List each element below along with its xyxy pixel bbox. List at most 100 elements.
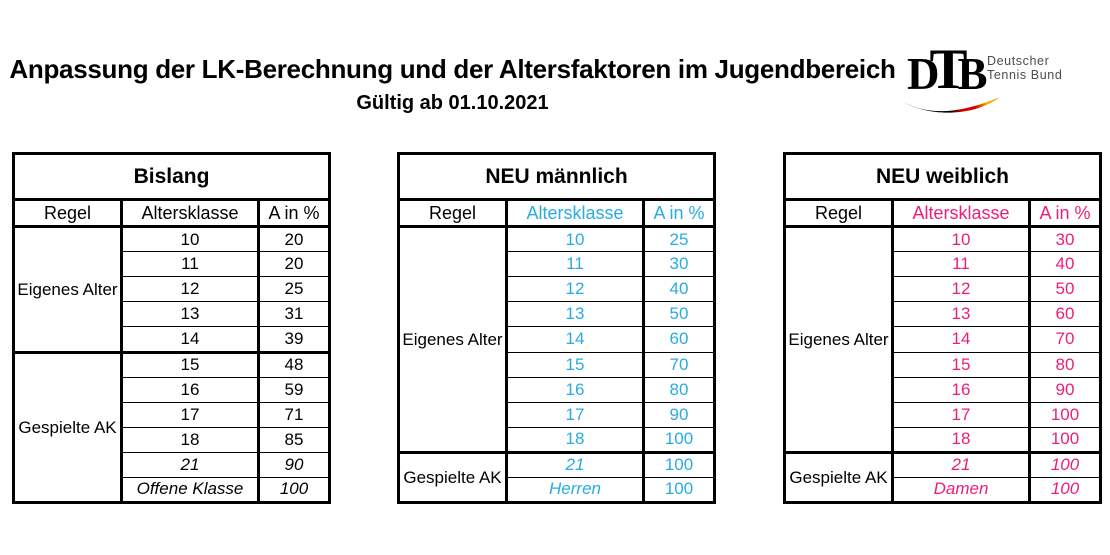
cell-altersklasse: 18 [506,426,645,453]
table-row: Herren 100 [399,476,715,503]
table-header-row: Regel Altersklasse A in % [13,199,330,229]
cell-a-percent: 70 [1029,326,1101,352]
table-neu-maennlich: NEU männlich Regel Altersklasse A in % Eigen… [397,152,716,504]
cell-a-percent: 70 [643,351,715,378]
cell-altersklasse: 15 [506,351,645,378]
table-row: Gespielte AK 15 48 [13,350,330,503]
cell-altersklasse: 11 [892,251,1031,277]
table-row: 13 50 [399,301,715,327]
cell-altersklasse: 12 [121,276,260,302]
column-header-altersklasse: Altersklasse [121,199,260,229]
table-row: 14 39 [14,326,330,352]
cell-a-percent: 80 [1029,351,1101,378]
cell-altersklasse: Herren [506,476,645,503]
cell-a-percent: 40 [1029,251,1101,277]
table-header-row: Regel Altersklasse A in % [784,199,1101,229]
table-row: 21 90 [14,451,330,478]
table-row: 12 40 [399,276,715,302]
table-row: 12 25 [14,276,330,302]
table-row: Damen 100 [785,476,1101,503]
cell-altersklasse: 12 [506,276,645,302]
cell-a-percent: 40 [643,276,715,302]
dtb-logo-name-line2: Tennis Bund [987,68,1063,82]
column-header-altersklasse: Altersklasse [506,199,645,229]
table-row: 18 85 [14,426,330,453]
table-row: 17 100 [785,401,1101,428]
cell-a-percent: 30 [643,251,715,277]
cell-altersklasse: 13 [506,301,645,327]
table-row: 13 60 [785,301,1101,327]
cell-a-percent: 60 [643,326,715,352]
rule-group-label: Gespielte AK [398,450,508,503]
cell-altersklasse: 21 [506,450,645,478]
cell-a-percent: 90 [643,401,715,428]
cell-a-percent: 50 [643,301,715,327]
cell-altersklasse: 18 [121,426,260,453]
cell-altersklasse: 12 [892,276,1031,302]
cell-a-percent: 100 [643,426,715,453]
cell-a-percent: 31 [258,301,330,327]
table-row: 11 30 [399,251,715,277]
cell-altersklasse: 21 [121,451,260,478]
cell-altersklasse: 16 [892,376,1031,403]
cell-altersklasse: 18 [892,426,1031,453]
table-title: NEU weiblich [784,153,1101,202]
cell-a-percent: 20 [258,251,330,277]
data-table: NEU männlich Regel Altersklasse A in % Eigen… [397,152,716,504]
table-neu-weiblich: NEU weiblich Regel Altersklasse A in % Eigen… [783,152,1102,504]
table-bislang: Bislang Regel Altersklasse A in % Eigenes Al… [12,152,332,504]
cell-a-percent: 25 [643,225,715,252]
cell-altersklasse: 11 [506,251,645,277]
table-title-row: Bislang [13,153,330,202]
cell-a-percent: 90 [258,451,330,478]
rule-group-label: Eigenes Alter [398,225,508,453]
cell-a-percent: 100 [1029,426,1101,453]
column-header-regel: Regel [398,199,508,229]
dtb-letter-d: D [907,49,940,99]
table-title-row: NEU männlich [398,153,715,202]
cell-a-percent: 59 [258,376,330,403]
cell-a-percent: 71 [258,401,330,428]
cell-altersklasse: 13 [892,301,1031,327]
cell-a-percent: 100 [1029,476,1101,503]
cell-a-percent: 80 [643,376,715,403]
table-row: 17 71 [14,401,330,428]
cell-a-percent: 60 [1029,301,1101,327]
page-title: Anpassung der LK-Berechnung und der Alte… [9,54,896,84]
cell-altersklasse: 10 [506,225,645,252]
column-header-a-percent: A in % [1029,199,1101,229]
column-header-regel: Regel [13,199,123,229]
header-block: Anpassung der LK-Berechnung und der Alte… [0,54,905,115]
cell-a-percent: 100 [1029,401,1101,428]
cell-altersklasse: 10 [892,225,1031,252]
cell-altersklasse: 21 [892,450,1031,478]
cell-a-percent: 30 [1029,225,1101,252]
cell-a-percent: 39 [258,326,330,352]
cell-a-percent: 100 [258,476,330,503]
column-header-altersklasse: Altersklasse [892,199,1031,229]
cell-altersklasse: 14 [121,326,260,352]
data-table: Bislang Regel Altersklasse A in % Eigenes Al… [12,152,332,504]
cell-altersklasse: 17 [121,401,260,428]
table-row: 16 90 [785,376,1101,403]
data-table: NEU weiblich Regel Altersklasse A in % Eigen… [783,152,1102,504]
table-row: Gespielte AK 21 100 [398,450,715,503]
table-title: Bislang [13,153,330,202]
dtb-swoosh-icon [904,97,1000,113]
table-row: 18 100 [785,426,1101,453]
cell-altersklasse: 14 [892,326,1031,352]
table-row: 15 80 [785,351,1101,378]
table-title-row: NEU weiblich [784,153,1101,202]
table-row: 16 80 [399,376,715,403]
table-row: 18 100 [399,426,715,453]
rule-group-label: Gespielte AK [784,450,894,503]
table-row: Eigenes Alter 10 25 [398,225,715,453]
cell-a-percent: 20 [258,225,330,252]
cell-a-percent: 100 [643,450,715,478]
table-row: 11 40 [785,251,1101,277]
cell-altersklasse: 17 [892,401,1031,428]
dtb-letter-t: T [929,38,968,101]
